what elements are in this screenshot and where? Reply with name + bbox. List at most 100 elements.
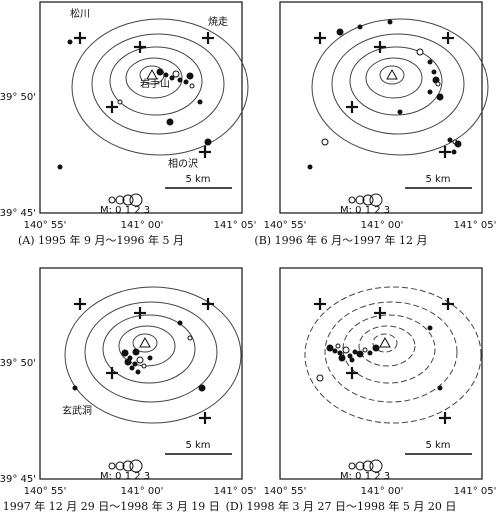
panel-caption: (A) 1995 年 9 月～1996 年 5 月 — [18, 233, 184, 247]
epicenter — [132, 361, 138, 367]
epicenter — [335, 343, 341, 349]
scale-label: 5 km — [425, 174, 450, 185]
x-tick-label: 141° 00' — [361, 486, 404, 497]
x-tick-label: 141° 00' — [121, 486, 164, 497]
epicenter — [197, 99, 203, 105]
x-tick-label: 140° 55' — [264, 486, 307, 497]
contour-line — [125, 57, 183, 99]
contour-line — [102, 314, 196, 384]
legend-circle — [369, 193, 383, 207]
contour-line — [304, 286, 482, 424]
epicenter — [447, 137, 453, 143]
epicenter — [172, 70, 180, 78]
x-tick-label: 141° 05' — [214, 486, 257, 497]
epicenter — [129, 365, 135, 371]
x-tick-label: 141° 05' — [454, 220, 497, 231]
y-tick-label: 39° 45' — [0, 208, 36, 219]
legend-circle — [355, 195, 365, 205]
legend-circle — [129, 459, 143, 473]
map-panel: 5 km M: 0 1 2 3 玄武洞 — [39, 267, 243, 482]
epicenter — [187, 335, 193, 341]
epicenter — [316, 374, 324, 382]
contour-line — [372, 333, 398, 353]
legend-label: M: 0 1 2 3 — [340, 471, 390, 482]
panel-caption: (D) 1998 年 3 月 27 日～1998 年 5 月 20 日 — [226, 499, 457, 513]
scale-label: 5 km — [425, 440, 450, 451]
epicenter — [451, 149, 457, 155]
epicenter — [367, 350, 373, 356]
legend-label: M: 0 1 2 3 — [100, 205, 150, 216]
epicenter — [163, 72, 169, 78]
map-panel: 5 km M: 0 1 2 3 — [279, 267, 483, 482]
place-label: 松川 — [70, 7, 90, 20]
map-frame — [39, 267, 243, 480]
place-label: 玄武洞 — [62, 404, 92, 417]
contour-line — [324, 301, 458, 403]
epicenter — [166, 118, 174, 126]
legend-circle — [115, 195, 125, 205]
epicenter — [336, 28, 344, 36]
contour-line — [71, 18, 249, 156]
contour-line — [64, 286, 242, 424]
legend-circle — [115, 461, 125, 471]
epicenter — [147, 355, 153, 361]
epicenter — [427, 325, 433, 331]
contour-line — [84, 301, 218, 403]
contour-line — [91, 33, 225, 135]
place-label: 岩手山 — [140, 77, 170, 90]
epicenter — [362, 347, 368, 353]
epicenter — [431, 69, 437, 75]
contour-line — [349, 46, 443, 116]
epicenter — [342, 346, 350, 354]
map-panel: 5 km M: 0 1 2 3 — [279, 1, 489, 216]
place-label: 相の沢 — [168, 157, 198, 170]
contour-line — [109, 46, 203, 116]
legend-circle — [369, 459, 383, 473]
contour-line — [365, 57, 423, 99]
epicenter — [397, 109, 403, 115]
epicenter — [349, 357, 355, 363]
legend-circle — [355, 461, 365, 471]
legend-circle — [348, 462, 356, 470]
epicenter — [183, 79, 189, 85]
x-tick-label: 140° 55' — [264, 220, 307, 231]
legend-circle — [362, 194, 374, 206]
epicenter — [57, 164, 63, 170]
scale-label: 5 km — [185, 174, 210, 185]
epicenter — [67, 39, 73, 45]
y-tick-label: 39° 45' — [0, 474, 36, 485]
epicenter — [124, 358, 132, 366]
contour-line — [132, 333, 158, 353]
epicenter — [416, 48, 424, 56]
epicenter — [338, 354, 346, 362]
summit-mark — [146, 68, 158, 80]
epicenter — [204, 138, 212, 146]
legend-circle — [362, 460, 374, 472]
legend-label: M: 0 1 2 3 — [340, 205, 390, 216]
x-tick-label: 141° 00' — [361, 220, 404, 231]
epicenter — [436, 93, 444, 101]
panel-caption: (B) 1996 年 6 月～1997 年 12 月 — [254, 233, 427, 247]
epicenter — [117, 99, 123, 105]
epicenter — [454, 140, 462, 148]
epicenter — [332, 348, 338, 354]
summit-mark — [386, 68, 398, 80]
epicenter — [198, 384, 206, 392]
legend-circle — [129, 193, 143, 207]
epicenter — [169, 75, 175, 81]
contour-line — [358, 325, 416, 367]
y-tick-label: 39° 50' — [0, 92, 36, 103]
contour-line — [331, 33, 465, 135]
contour-line — [379, 65, 405, 85]
epicenter — [337, 350, 343, 356]
epicenter — [357, 24, 363, 30]
epicenter — [307, 164, 313, 170]
map-frame — [39, 1, 243, 214]
y-tick-label: 39° 50' — [0, 358, 36, 369]
epicenter — [136, 356, 144, 364]
x-tick-label: 140° 55' — [24, 220, 67, 231]
epicenter — [141, 363, 147, 369]
epicenter — [186, 72, 194, 80]
epicenter — [121, 349, 129, 357]
epicenter — [177, 77, 183, 83]
